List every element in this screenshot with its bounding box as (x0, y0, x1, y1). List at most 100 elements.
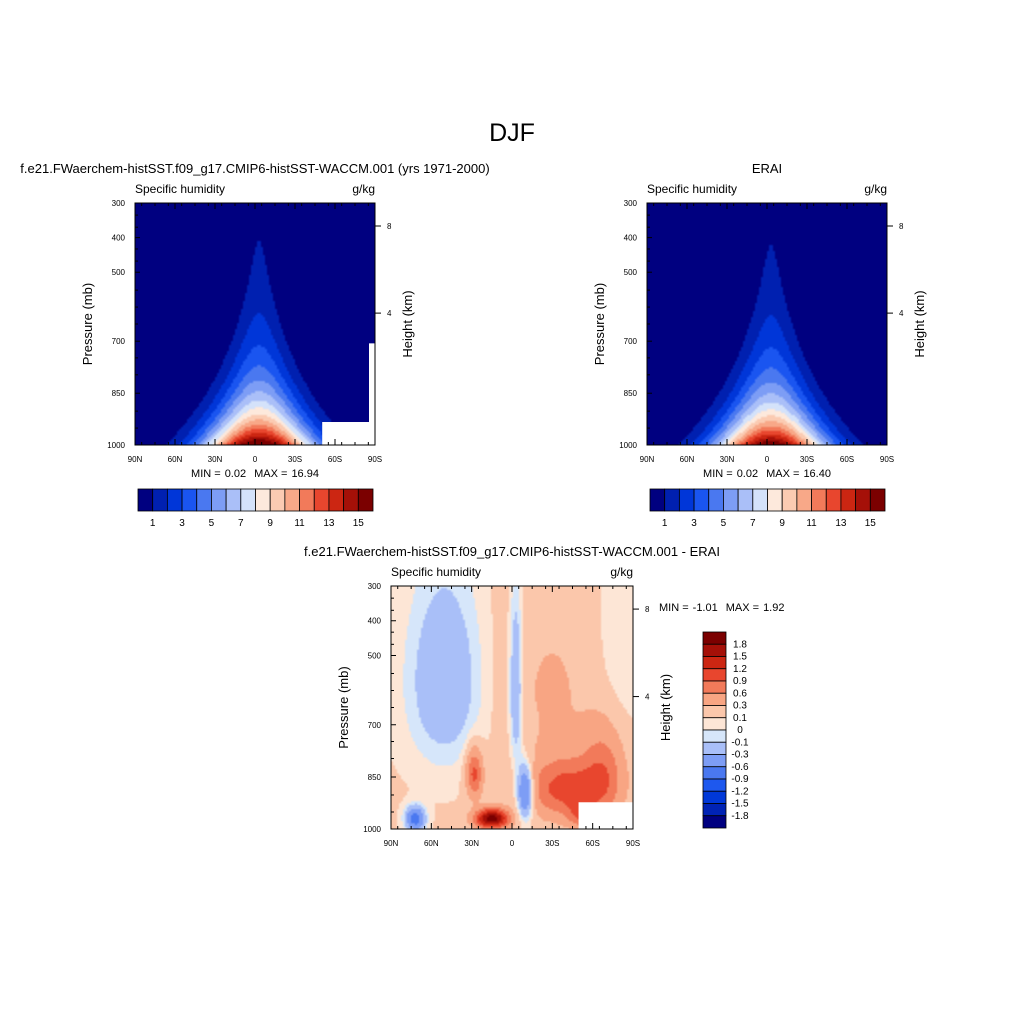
colorbar-swatch (825, 488, 842, 512)
colorbar-label: 0.9 (733, 676, 747, 687)
x-tick-label: 90N (128, 455, 143, 464)
colorbar-label: 9 (267, 518, 273, 529)
colorbar-label: 11 (294, 518, 305, 529)
missing-data-edge (369, 343, 375, 445)
y-tick-label: 500 (624, 268, 638, 277)
y2-tick-label: 8 (645, 605, 650, 614)
units-label: g/kg (352, 182, 375, 196)
y2-tick-label: 4 (899, 309, 904, 318)
colorbar-label: -1.2 (731, 786, 749, 797)
colorbar-swatch (702, 815, 727, 829)
colorbar-swatch (328, 488, 345, 512)
colorbar-label: 7 (238, 518, 244, 529)
colorbar-swatch (840, 488, 857, 512)
missing-data-region (322, 422, 375, 445)
colorbar: 1 3 5 7 9 11 13 15 (649, 488, 886, 529)
x-tick-label: 60N (680, 455, 695, 464)
colorbar-label: 15 (865, 518, 877, 529)
y-tick-label: 700 (368, 721, 382, 730)
units-label: g/kg (864, 182, 887, 196)
colorbar-swatch (284, 488, 300, 512)
y-tick-label: 1000 (107, 441, 125, 450)
colorbar-label: -0.1 (731, 737, 749, 748)
colorbar-swatch (702, 778, 727, 792)
y-axis-title: Pressure (mb) (336, 666, 351, 748)
missing-data-region (578, 802, 633, 829)
y-tick-label: 700 (624, 337, 638, 346)
colorbar-swatch (152, 488, 168, 512)
y-tick-label: 1000 (619, 441, 637, 450)
colorbar-swatch (702, 790, 727, 804)
y-tick-label: 850 (368, 773, 382, 782)
y-tick-label: 300 (112, 199, 126, 208)
y-axis-title: Pressure (mb) (592, 283, 607, 365)
colorbar-swatch (702, 656, 727, 670)
field-diff (391, 586, 633, 829)
colorbar-swatch (702, 705, 727, 719)
colorbar-swatch (855, 488, 871, 512)
x-tick-label: 30S (800, 455, 814, 464)
panel-title: ERAI (752, 161, 782, 176)
panel-title: f.e21.FWaerchem-histSST.f09_g17.CMIP6-hi… (304, 544, 720, 559)
x-tick-label: 0 (253, 455, 258, 464)
colorbar-label: -1.5 (731, 799, 749, 810)
colorbar-label: 3 (179, 518, 185, 529)
colorbar-swatch (702, 803, 727, 817)
y-tick-label: 400 (368, 617, 382, 626)
colorbar-swatch (240, 488, 256, 512)
colorbar-label: -0.6 (731, 762, 749, 773)
colorbar-label: 0.6 (733, 688, 747, 699)
y-tick-label: 1000 (363, 825, 381, 834)
y-tick-label: 400 (112, 234, 126, 243)
stat-min-label: MIN = (659, 602, 689, 614)
stats-label: MIN = -1.01 MAX = 1.92 (659, 602, 784, 614)
y-tick-label: 850 (112, 389, 126, 398)
x-tick-label: 90N (640, 455, 655, 464)
colorbar-label: 1.2 (733, 664, 747, 675)
y-tick-label: 700 (112, 337, 126, 346)
units-label: g/kg (610, 565, 633, 579)
colorbar-swatch (196, 488, 212, 512)
colorbar-label: 1 (150, 518, 156, 529)
stat-max-label: MAX = (726, 602, 759, 614)
field-model (135, 203, 375, 445)
x-tick-label: 30S (545, 839, 559, 848)
colorbar-swatch (313, 488, 330, 512)
y2-axis-title: Height (km) (400, 290, 415, 357)
colorbar-swatch (781, 488, 798, 512)
colorbar-swatch (702, 643, 727, 657)
colorbar-swatch (767, 488, 783, 512)
x-tick-label: 60S (586, 839, 600, 848)
colorbar-swatch (137, 488, 154, 512)
stat-max-label: MAX = (254, 468, 287, 480)
colorbar-label: 0.1 (733, 713, 747, 724)
colorbar-label: 1 (662, 518, 668, 529)
colorbar-swatch (796, 488, 812, 512)
x-tick-label: 0 (510, 839, 515, 848)
colorbar-swatch (269, 488, 286, 512)
x-tick-label: 60N (168, 455, 183, 464)
colorbar-label: 13 (835, 518, 847, 529)
x-tick-label: 90S (880, 455, 894, 464)
colorbar-label: 3 (691, 518, 697, 529)
colorbar-swatch (678, 488, 695, 512)
stats-label: MIN = 0.02 MAX = 16.40 (703, 468, 831, 480)
y-tick-label: 500 (112, 268, 126, 277)
stat-max-label: MAX = (766, 468, 799, 480)
colorbar-swatch (702, 668, 727, 682)
colorbar-swatch (211, 488, 227, 512)
y2-tick-label: 8 (899, 222, 904, 231)
colorbar-swatch (255, 488, 271, 512)
colorbar-label: 1.5 (733, 652, 747, 663)
y-axis-title: Pressure (mb) (80, 283, 95, 365)
colorbar-swatch (181, 488, 198, 512)
y2-tick-label: 8 (387, 222, 392, 231)
colorbar-swatch (708, 488, 724, 512)
x-tick-label: 30N (208, 455, 223, 464)
y-tick-label: 400 (624, 234, 638, 243)
colorbar-swatch (693, 488, 710, 512)
x-tick-label: 30N (720, 455, 735, 464)
stat-min-value: 0.02 (225, 468, 246, 480)
